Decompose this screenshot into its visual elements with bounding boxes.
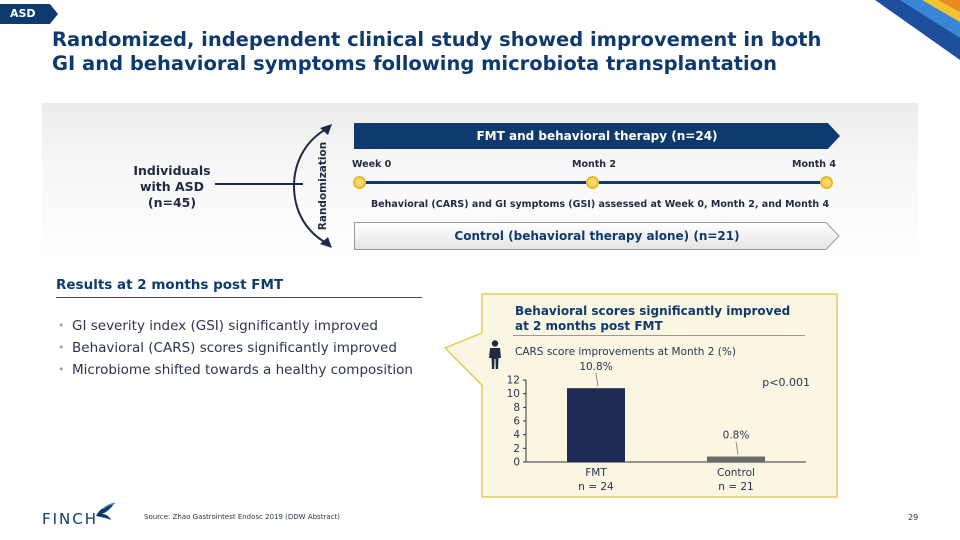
list-item: Behavioral (CARS) scores significantly i… (56, 337, 446, 359)
bar-fmt (567, 388, 625, 462)
page-number: 29 (908, 513, 919, 522)
control-arm-arrow: Control (behavioral therapy alone) (n=21… (354, 222, 840, 250)
data-label-leader (735, 441, 739, 455)
population-label: Individuals with ASD (n=45) (133, 163, 211, 210)
p-value-annotation: p<0.001 (762, 376, 810, 389)
y-tick-label: 0 (513, 457, 520, 469)
bar-control (707, 456, 765, 462)
population-connector (215, 183, 303, 185)
y-tick-label: 6 (513, 416, 520, 428)
corner-decoration (875, 0, 960, 60)
list-item: Microbiome shifted towards a healthy com… (56, 359, 446, 381)
results-callout (444, 293, 838, 498)
bird-icon (96, 502, 116, 520)
panel-title: Behavioral scores significantly improved… (515, 304, 791, 333)
list-item: GI severity index (GSI) significantly im… (56, 315, 446, 337)
y-tick-label: 8 (513, 402, 520, 414)
category-sublabel: n = 24 (578, 481, 614, 493)
page-title: Randomized, independent clinical study s… (52, 28, 822, 75)
randomization-label: Randomization (317, 141, 329, 231)
timepoint-week0: Week 0 (352, 159, 392, 170)
data-label-leader (595, 373, 599, 387)
category-label: FMT (585, 467, 607, 479)
y-tick-label: 2 (513, 443, 520, 455)
logo-text: FINCH (42, 510, 99, 528)
category-label: Control (717, 467, 755, 479)
y-tick-label: 12 (507, 375, 520, 387)
timepoint-dot (353, 176, 366, 189)
person-icon (489, 340, 501, 369)
section-tag: ASD (0, 4, 58, 24)
timepoint-month2: Month 2 (572, 159, 616, 170)
source-citation: Source: Zhao Gastrointest Endosc 2019 (D… (144, 513, 340, 521)
assessment-note: Behavioral (CARS) and GI symptoms (GSI) … (370, 199, 830, 210)
data-label: 0.8% (723, 430, 750, 442)
y-tick-label: 10 (507, 388, 520, 400)
panel-divider (513, 335, 805, 336)
finch-logo: FINCH (42, 500, 142, 530)
randomization-bracket (292, 124, 332, 248)
timepoint-dot (586, 176, 599, 189)
results-heading: Results at 2 months post FMT (56, 277, 422, 298)
fmt-arm-arrow: FMT and behavioral therapy (n=24) (354, 123, 840, 149)
control-arm-label: Control (behavioral therapy alone) (n=21… (454, 229, 740, 243)
chart-title: CARS score improvements at Month 2 (%) (515, 346, 736, 358)
category-sublabel: n = 21 (718, 481, 754, 493)
timepoint-month4: Month 4 (792, 159, 836, 170)
data-label: 10.8% (579, 362, 612, 373)
y-tick-label: 4 (513, 429, 520, 441)
timepoint-dot (820, 176, 833, 189)
results-list: GI severity index (GSI) significantly im… (56, 315, 446, 381)
